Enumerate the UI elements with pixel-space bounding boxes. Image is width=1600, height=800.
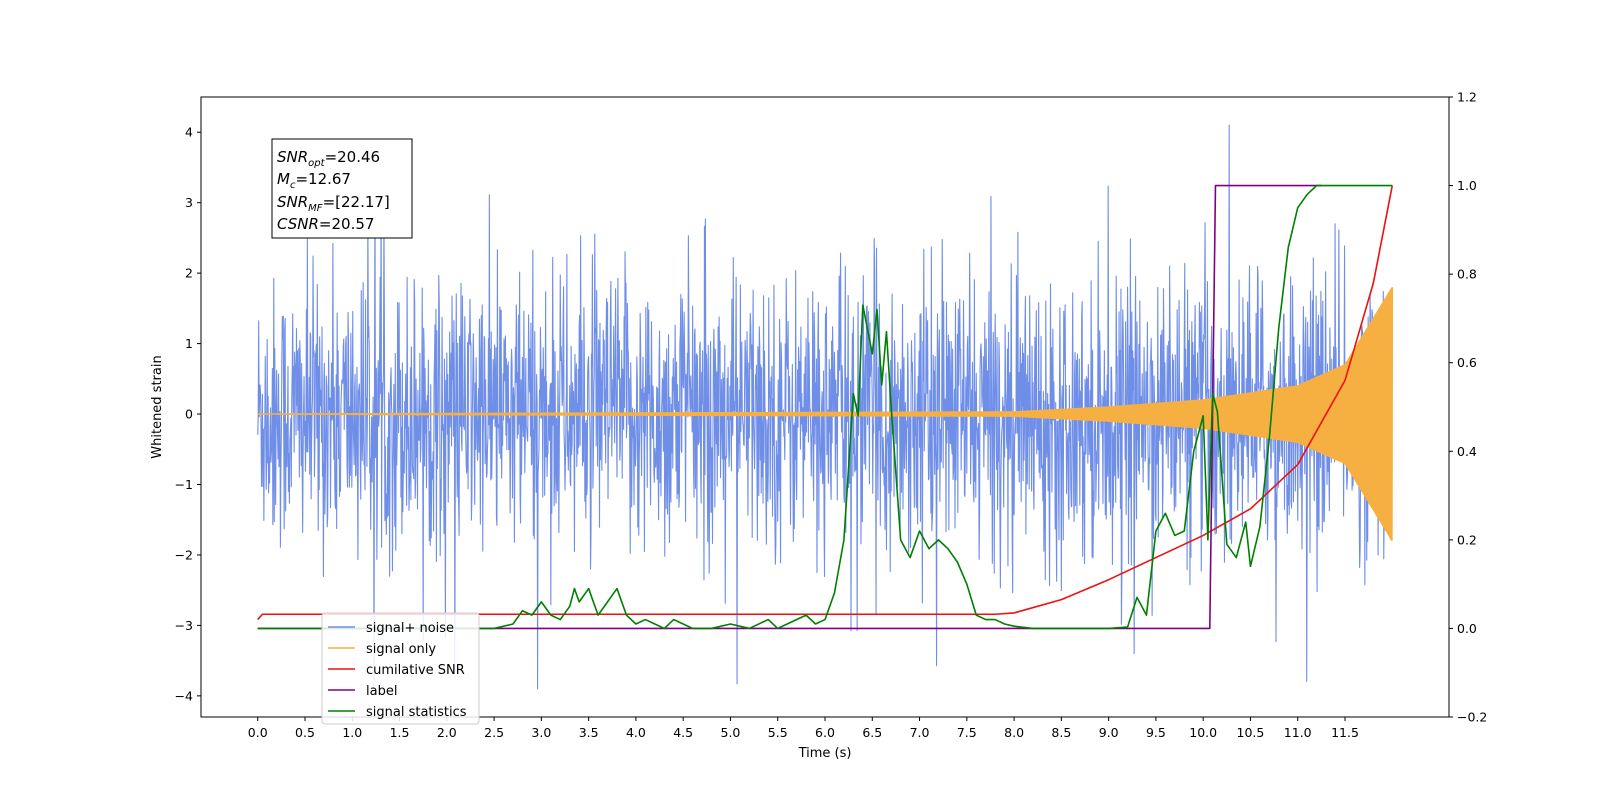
y-tick-label-left: −2 [175, 547, 193, 562]
y-tick-label-right: 0.4 [1457, 444, 1477, 459]
x-tick-label: 8.5 [1051, 725, 1071, 740]
stats-snr-mf: SNRMF=[22.17] [277, 193, 390, 214]
y-tick-label-left: 2 [185, 266, 193, 281]
x-tick-label: 11.0 [1284, 725, 1312, 740]
stats-chirp-mass: Mc=12.67 [277, 170, 351, 191]
legend-frame [321, 612, 480, 725]
stats-box: SNRopt=20.46 Mc=12.67 SNRMF=[22.17] CSNR… [271, 138, 413, 239]
x-tick-label: 5.5 [768, 725, 788, 740]
x-tick-label: 8.0 [1004, 725, 1024, 740]
x-tick-label: 3.0 [531, 725, 551, 740]
legend-label-signal-only: signal only [366, 642, 436, 657]
y-tick-label-right: 0.8 [1457, 267, 1477, 282]
x-tick-label: 7.0 [910, 725, 930, 740]
x-tick-label: 2.0 [437, 725, 457, 740]
x-tick-label: 6.5 [862, 725, 882, 740]
x-tick-label: 4.0 [626, 725, 646, 740]
y-axis-label-left: Whitened strain [150, 355, 165, 458]
y-tick-label-right: 0.6 [1457, 355, 1477, 370]
series-layer [257, 124, 1394, 690]
x-tick-label: 3.5 [579, 725, 599, 740]
x-tick-label: 2.5 [484, 725, 504, 740]
x-tick-label: 0.0 [248, 725, 268, 740]
stats-snr-opt: SNRopt=20.46 [277, 148, 380, 169]
x-axis-label: Time (s) [798, 746, 852, 761]
y-tick-label-left: −3 [175, 618, 193, 633]
legend: signal+ noise signal only cumilative SNR… [321, 612, 480, 725]
y-tick-label-right: 1.2 [1457, 90, 1477, 105]
x-tick-label: 11.5 [1331, 725, 1359, 740]
y-tick-label-left: 3 [185, 195, 193, 210]
series-signal-noise [257, 124, 1393, 690]
legend-label-signal-noise: signal+ noise [366, 621, 454, 636]
x-tick-label: 10.5 [1237, 725, 1265, 740]
x-tick-label: 5.0 [721, 725, 741, 740]
y-tick-label-right: −0.2 [1457, 710, 1487, 725]
x-tick-label: 0.5 [295, 725, 315, 740]
y-tick-label-right: 0.2 [1457, 532, 1477, 547]
series-signal-statistics [257, 184, 1393, 630]
x-tick-label: 4.5 [673, 725, 693, 740]
ticks-layer: 0.0 0.5 1.0 1.5 2.0 2.5 3.0 3.5 4.0 4.5 5.0 5.5 6.0 6… [175, 90, 1488, 741]
legend-label-label: label [366, 684, 397, 699]
x-tick-label: 1.0 [342, 725, 362, 740]
x-tick-label: 9.0 [1099, 725, 1119, 740]
x-tick-label: 9.5 [1146, 725, 1166, 740]
y-tick-label-left: −1 [175, 477, 193, 492]
x-tick-label: 6.0 [815, 725, 835, 740]
stats-box-frame [271, 138, 413, 239]
x-tick-label: 10.0 [1189, 725, 1217, 740]
y-tick-label-left: −4 [175, 688, 193, 703]
y-tick-label-right: 1.0 [1457, 178, 1477, 193]
y-tick-label-left: 4 [185, 125, 193, 140]
series-signal-only [257, 287, 1394, 542]
y-tick-label-right: 0.0 [1457, 621, 1477, 636]
x-tick-label: 7.5 [957, 725, 977, 740]
y-tick-label-left: 0 [185, 407, 193, 422]
x-tick-label: 1.5 [390, 725, 410, 740]
legend-label-cumulative-snr: cumilative SNR [366, 663, 465, 678]
y-tick-label-left: 1 [185, 336, 193, 351]
legend-label-signal-statistics: signal statistics [366, 705, 467, 720]
stats-csnr: CSNR=20.57 [277, 215, 374, 233]
